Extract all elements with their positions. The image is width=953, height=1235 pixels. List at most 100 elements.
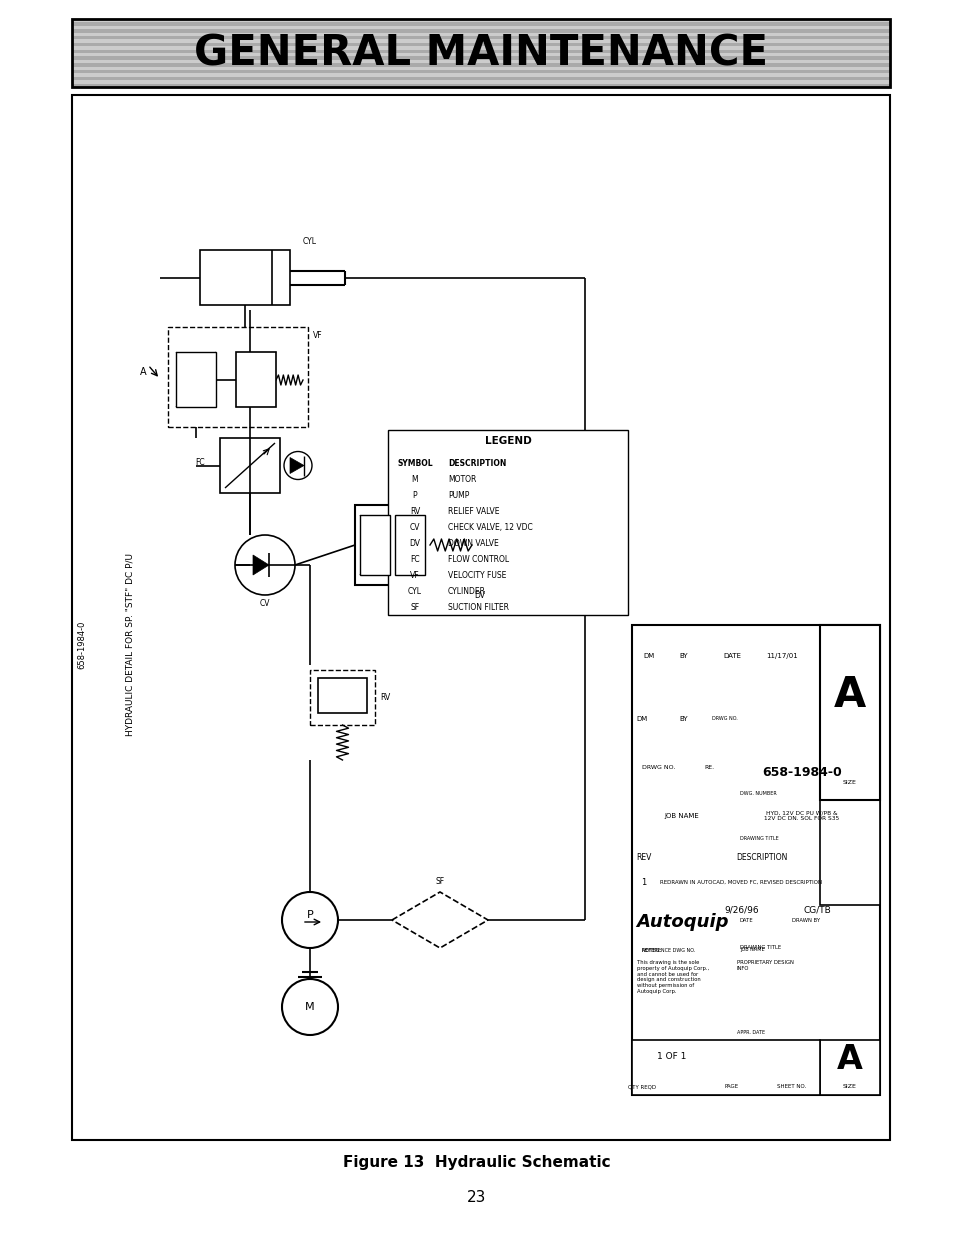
- Text: Autoquip: Autoquip: [635, 913, 727, 931]
- Bar: [388, 430, 627, 615]
- Text: VELOCITY FUSE: VELOCITY FUSE: [448, 571, 506, 579]
- Bar: [235, 352, 275, 408]
- Bar: [631, 625, 879, 1095]
- Text: DRAWN BY: DRAWN BY: [791, 918, 820, 923]
- Text: SIZE: SIZE: [842, 781, 856, 785]
- Circle shape: [282, 979, 337, 1035]
- Text: DV: DV: [474, 590, 485, 599]
- Text: DM: DM: [642, 653, 654, 659]
- Circle shape: [234, 535, 294, 595]
- Bar: [71, 63, 889, 67]
- Bar: [71, 30, 889, 32]
- Text: 1 OF 1: 1 OF 1: [657, 1052, 686, 1061]
- Text: CV: CV: [259, 599, 270, 608]
- Text: VF: VF: [313, 331, 322, 340]
- Text: RELIEF VALVE: RELIEF VALVE: [448, 508, 499, 516]
- Text: NOTES:: NOTES:: [641, 948, 661, 953]
- Bar: [310, 671, 375, 725]
- Polygon shape: [290, 457, 304, 473]
- Text: DRWG NO.: DRWG NO.: [641, 764, 675, 769]
- Text: A: A: [836, 1042, 862, 1076]
- Text: REFERENCE DWG NO.: REFERENCE DWG NO.: [641, 947, 695, 952]
- Text: VF: VF: [410, 571, 419, 579]
- Bar: [71, 95, 889, 1140]
- Bar: [71, 19, 889, 22]
- Text: DM: DM: [636, 716, 647, 721]
- Text: SYMBOL: SYMBOL: [396, 458, 433, 468]
- Text: DESCRIPTION: DESCRIPTION: [448, 458, 506, 468]
- Text: GENERAL MAINTENANCE: GENERAL MAINTENANCE: [193, 32, 767, 74]
- Bar: [317, 678, 367, 713]
- Text: RE.: RE.: [703, 764, 713, 769]
- Bar: [820, 625, 879, 800]
- Bar: [395, 515, 424, 576]
- Text: BY: BY: [679, 716, 688, 721]
- Text: 23: 23: [467, 1189, 486, 1204]
- Text: CYL: CYL: [303, 237, 316, 247]
- Text: CG/TB: CG/TB: [802, 905, 830, 914]
- Text: SF: SF: [435, 878, 444, 887]
- Text: P: P: [413, 492, 416, 500]
- Bar: [220, 438, 280, 493]
- Text: CHECK VALVE, 12 VDC: CHECK VALVE, 12 VDC: [448, 524, 532, 532]
- Bar: [71, 57, 889, 59]
- Bar: [355, 505, 430, 585]
- Text: 658-1984-0: 658-1984-0: [77, 621, 87, 669]
- Text: 1: 1: [640, 878, 646, 887]
- Polygon shape: [253, 555, 269, 576]
- Text: SF: SF: [410, 603, 419, 611]
- Text: HYDRAULIC DETAIL FOR SP. "STF" DC P/U: HYDRAULIC DETAIL FOR SP. "STF" DC P/U: [126, 553, 134, 736]
- Polygon shape: [392, 892, 488, 948]
- Bar: [631, 1040, 820, 1095]
- Text: DWG. NUMBER: DWG. NUMBER: [740, 790, 776, 797]
- Bar: [71, 77, 889, 80]
- Text: FC: FC: [410, 555, 419, 564]
- Text: This drawing is the sole
property of Autoquip Corp.,
and cannot be used for
desi: This drawing is the sole property of Aut…: [637, 960, 708, 994]
- Text: CYLINDER: CYLINDER: [448, 587, 485, 595]
- Text: Figure 13  Hydraulic Schematic: Figure 13 Hydraulic Schematic: [343, 1156, 610, 1171]
- Bar: [175, 352, 215, 408]
- Text: JOB NAME: JOB NAME: [740, 947, 763, 952]
- Bar: [71, 70, 889, 73]
- Bar: [71, 32, 889, 36]
- Text: A: A: [139, 367, 146, 377]
- Bar: [71, 46, 889, 49]
- Text: PAGE: PAGE: [724, 1084, 739, 1089]
- Bar: [71, 73, 889, 77]
- Text: DATE: DATE: [740, 918, 753, 923]
- Bar: [71, 19, 889, 86]
- Text: DOWN VALVE: DOWN VALVE: [448, 538, 498, 548]
- Circle shape: [284, 452, 312, 479]
- Text: DRWG NO.: DRWG NO.: [711, 716, 737, 721]
- Text: 658-1984-0: 658-1984-0: [761, 766, 841, 779]
- Text: PROPRIETARY DESIGN
INFO: PROPRIETARY DESIGN INFO: [737, 960, 793, 971]
- Text: PUMP: PUMP: [448, 492, 469, 500]
- Bar: [71, 26, 889, 30]
- Text: REV: REV: [636, 853, 651, 862]
- Bar: [200, 249, 290, 305]
- Bar: [71, 22, 889, 26]
- Text: RV: RV: [410, 508, 419, 516]
- Bar: [71, 40, 889, 43]
- Text: BY: BY: [679, 653, 688, 659]
- Text: CYL: CYL: [408, 587, 421, 595]
- Bar: [820, 800, 879, 905]
- Bar: [71, 49, 889, 53]
- Text: M: M: [305, 1002, 314, 1011]
- Text: DATE: DATE: [722, 653, 740, 659]
- Text: APPR. DATE: APPR. DATE: [737, 1030, 764, 1035]
- Bar: [71, 53, 889, 57]
- Text: SIZE: SIZE: [842, 1084, 856, 1089]
- Text: SHEET NO.: SHEET NO.: [777, 1084, 806, 1089]
- Text: SUCTION FILTER: SUCTION FILTER: [448, 603, 509, 611]
- Text: JOB NAME: JOB NAME: [664, 813, 699, 819]
- Bar: [168, 327, 308, 427]
- Text: DV: DV: [409, 538, 420, 548]
- Circle shape: [282, 892, 337, 948]
- Text: REDRAWN IN AUTOCAD, MOVED FC, REVISED DESCRIPTION: REDRAWN IN AUTOCAD, MOVED FC, REVISED DE…: [659, 881, 821, 885]
- Text: DRAWING TITLE: DRAWING TITLE: [740, 836, 778, 841]
- Text: RV: RV: [379, 693, 390, 701]
- Text: 11/17/01: 11/17/01: [765, 653, 797, 659]
- Bar: [71, 67, 889, 70]
- Bar: [359, 515, 390, 576]
